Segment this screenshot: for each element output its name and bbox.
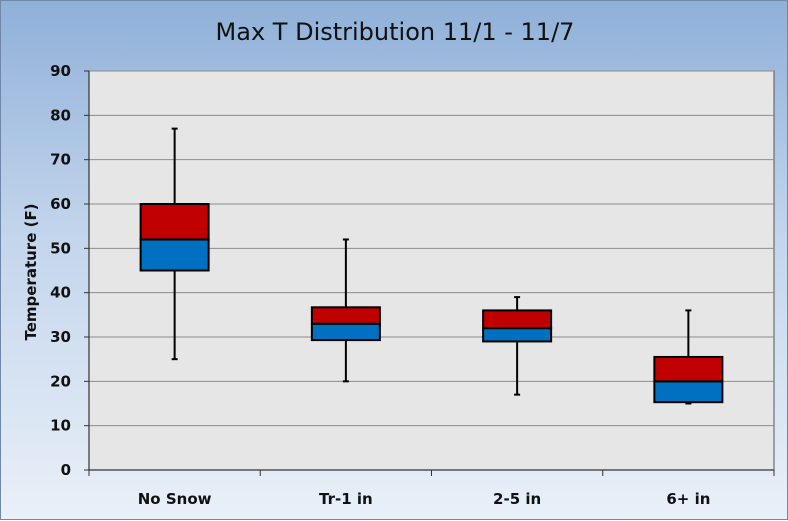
x-tick-label: No Snow [138,490,212,508]
y-tick-label: 90 [50,62,71,80]
box-lower-half [653,380,724,404]
y-axis-title: Temperature (F) [22,203,40,340]
box-upper-half [310,306,381,325]
box-lower-half [482,327,553,343]
y-tick-label: 60 [50,195,71,213]
x-tick-label: 2-5 in [493,490,541,508]
y-tick-label: 70 [50,151,71,169]
box-lower-half [310,322,381,342]
chart-title: Max T Distribution 11/1 - 11/7 [216,18,575,46]
x-tick-label: Tr-1 in [319,490,373,508]
y-tick-label: 40 [50,284,71,302]
y-tick-label: 0 [61,461,71,479]
plot-area: 0 10 20 30 40 50 60 70 80 90 No Snow Tr-1 in 2-5 in 6… [50,62,775,508]
box-upper-half [139,203,210,241]
y-tick-label: 30 [50,328,71,346]
y-tick-label: 10 [50,417,71,435]
box-lower-half [139,238,210,272]
box-upper-half [653,355,724,383]
box-upper-half [482,309,553,330]
x-tick-label: 6+ in [666,490,710,508]
y-tick-label: 80 [50,106,71,124]
y-tick-label: 20 [50,372,71,390]
y-tick-label: 50 [50,239,71,257]
